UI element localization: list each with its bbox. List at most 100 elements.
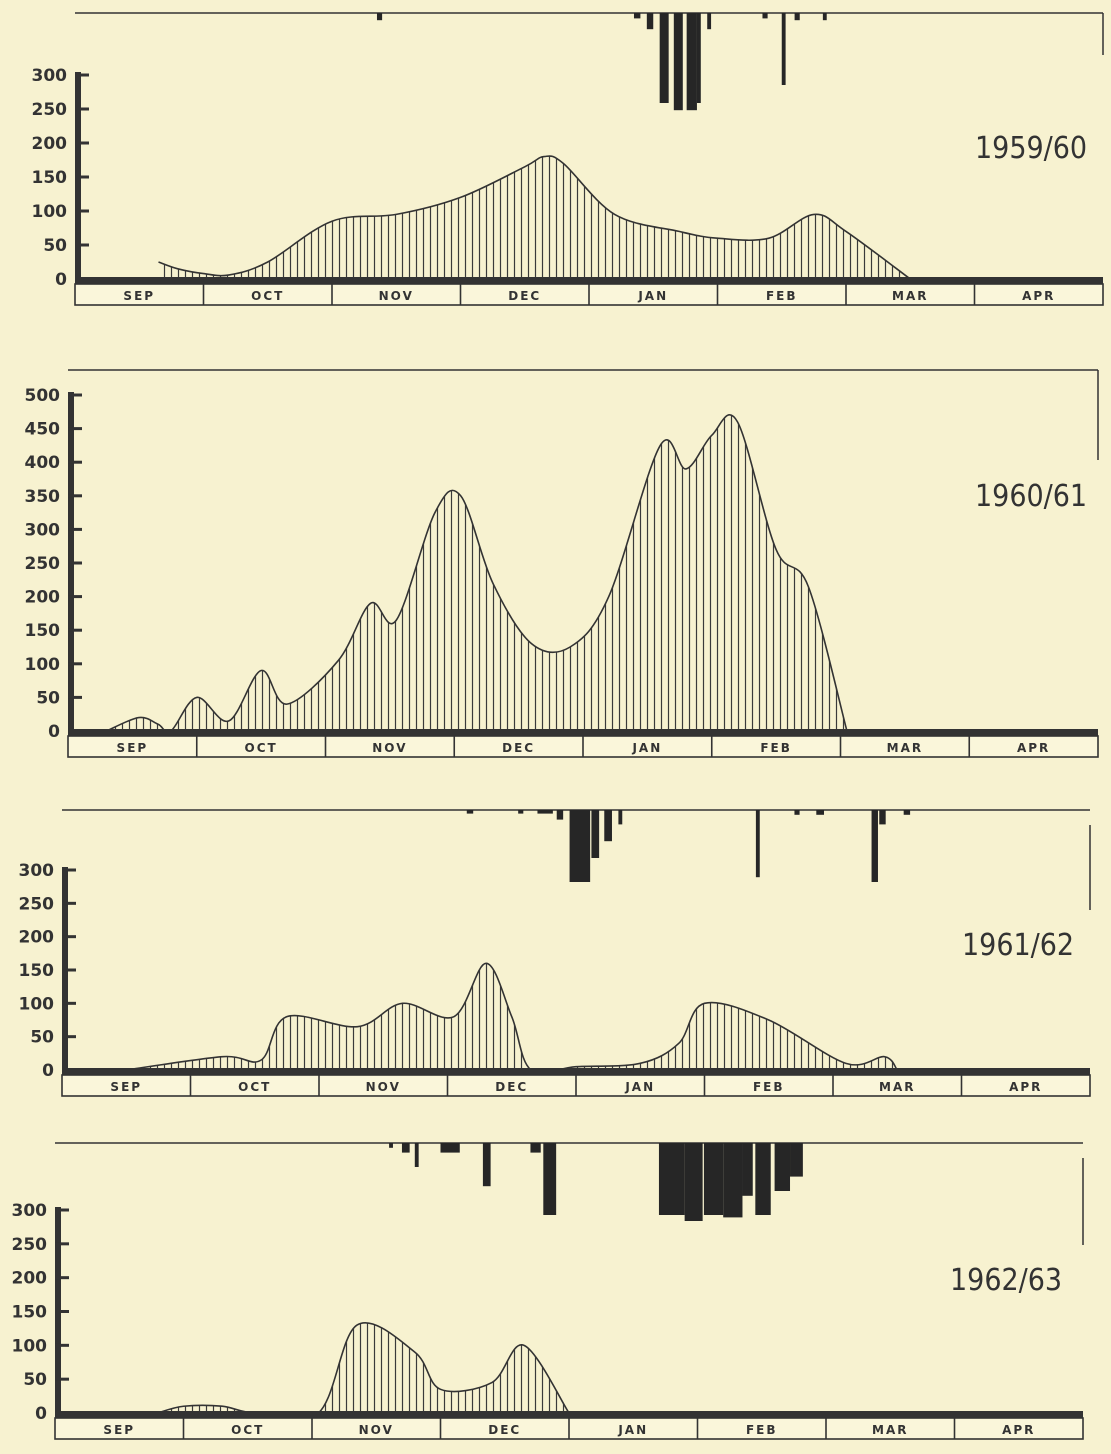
bar-mark — [755, 1143, 771, 1215]
y-tick-label: 250 — [12, 1235, 48, 1255]
bar-mark — [673, 13, 683, 111]
y-tick-label: 150 — [19, 961, 55, 981]
y-tick-label: 0 — [55, 270, 67, 290]
bar-mark — [440, 1143, 460, 1153]
month-label-dec: DEC — [502, 741, 535, 755]
y-tick-label: 50 — [23, 1370, 47, 1390]
bar-mark — [658, 1143, 685, 1215]
bar-mark — [684, 1143, 703, 1221]
bar-mark — [774, 1143, 791, 1191]
area-series-line — [157, 1322, 570, 1421]
month-label-jan: JAN — [631, 741, 662, 755]
y-tick-label: 500 — [25, 386, 61, 406]
bar-mark — [556, 810, 564, 820]
x-axis-baseline — [62, 1068, 1090, 1075]
month-label-sep: SEP — [110, 1080, 142, 1094]
bar-mark — [816, 810, 825, 815]
bar-mark — [781, 13, 786, 85]
y-tick-label: 250 — [19, 894, 55, 914]
y-tick-label: 0 — [35, 1404, 47, 1424]
month-label-nov: NOV — [379, 289, 414, 303]
month-label-nov: NOV — [372, 741, 407, 755]
bar-mark — [518, 810, 524, 814]
y-tick-label: 100 — [12, 1336, 48, 1356]
bar-mark — [696, 13, 701, 103]
y-tick-label: 0 — [42, 1061, 54, 1081]
month-label-feb: FEB — [746, 1423, 778, 1437]
y-tick-label: 250 — [32, 100, 68, 120]
season-label: 1961/62 — [962, 928, 1074, 963]
bar-mark — [530, 1143, 541, 1153]
y-tick-label: 250 — [25, 554, 61, 574]
y-tick-label: 450 — [25, 420, 61, 440]
bar-mark — [794, 13, 800, 21]
season-label: 1959/60 — [975, 131, 1087, 166]
y-tick-label: 50 — [36, 688, 60, 708]
bar-mark — [543, 1143, 557, 1215]
area-series-fill — [106, 414, 847, 733]
month-label-sep: SEP — [103, 1423, 135, 1437]
month-label-oct: OCT — [251, 289, 284, 303]
area-series-fill — [158, 155, 911, 279]
area-series-line — [158, 155, 911, 280]
bar-mark — [537, 810, 553, 814]
month-label-nov: NOV — [366, 1080, 401, 1094]
bar-mark — [686, 13, 697, 111]
month-label-dec: DEC — [495, 1080, 528, 1094]
season-label: 1962/63 — [950, 1263, 1062, 1298]
month-label-dec: DEC — [508, 289, 541, 303]
bar-mark — [466, 810, 474, 814]
month-label-apr: APR — [1017, 741, 1050, 755]
month-label-jan: JAN — [624, 1080, 655, 1094]
bar-mark — [762, 13, 768, 19]
month-label-apr: APR — [1022, 289, 1055, 303]
month-label-sep: SEP — [123, 289, 155, 303]
month-label-feb: FEB — [766, 289, 798, 303]
y-tick-label: 100 — [32, 202, 68, 222]
y-tick-label: 350 — [25, 487, 61, 507]
area-series-fill — [157, 1322, 570, 1420]
bar-mark — [790, 1143, 803, 1177]
chart-panel-1: 0 50 100 150 200 250 300 SEP OCT NOV DEC JAN FEB MAR A… — [32, 12, 1104, 306]
month-label-nov: NOV — [359, 1423, 394, 1437]
area-series-line — [126, 962, 898, 1074]
bar-mark — [591, 810, 600, 858]
bar-mark — [755, 810, 760, 878]
month-label-oct: OCT — [231, 1423, 264, 1437]
month-label-sep: SEP — [117, 741, 149, 755]
bar-mark — [401, 1143, 410, 1153]
y-tick-label: 300 — [32, 66, 68, 86]
chart-panel-2: 0 50 100 150 200 250 300 350 400 450 500 SEP OCT NOV D… — [25, 369, 1099, 758]
month-label-jan: JAN — [637, 289, 668, 303]
month-label-oct: OCT — [238, 1080, 271, 1094]
y-tick-label: 300 — [25, 520, 61, 540]
x-axis-baseline — [68, 729, 1098, 736]
bar-mark — [376, 13, 383, 21]
y-tick-label: 200 — [32, 134, 68, 154]
bar-mark — [414, 1143, 419, 1167]
month-label-apr: APR — [1002, 1423, 1035, 1437]
bar-mark — [903, 810, 911, 815]
month-label-jan: JAN — [617, 1423, 648, 1437]
y-tick-label: 50 — [30, 1028, 54, 1048]
bar-mark — [482, 1143, 491, 1187]
bar-mark — [742, 1143, 753, 1196]
chart-panel-3: 0 50 100 150 200 250 300 SEP OCT NOV DEC JAN FEB MAR A… — [19, 809, 1091, 1097]
bar-mark — [659, 13, 669, 103]
season-label: 1960/61 — [975, 479, 1087, 514]
bar-mark — [569, 810, 591, 882]
month-label-feb: FEB — [753, 1080, 785, 1094]
y-tick-label: 50 — [43, 236, 67, 256]
x-axis-baseline — [55, 1411, 1083, 1418]
y-tick-label: 100 — [25, 655, 61, 675]
bar-mark — [871, 810, 878, 882]
month-label-oct: OCT — [245, 741, 278, 755]
y-tick-label: 200 — [19, 928, 55, 948]
y-tick-label: 300 — [12, 1201, 48, 1221]
bar-mark — [879, 810, 886, 825]
month-label-mar: MAR — [887, 741, 923, 755]
y-tick-label: 200 — [12, 1269, 48, 1289]
bar-mark — [618, 810, 623, 825]
bar-mark — [389, 1143, 393, 1148]
